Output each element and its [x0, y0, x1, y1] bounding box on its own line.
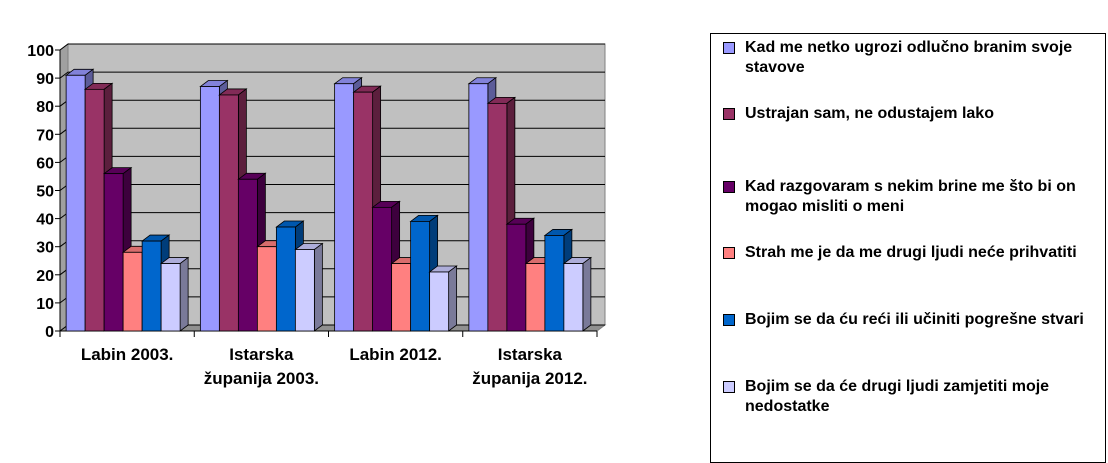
bar	[122, 251, 143, 332]
bar	[410, 221, 431, 332]
y-tick-label: 90	[36, 71, 54, 88]
legend: Kad me netko ugrozi odlučno branim svoje…	[710, 33, 1106, 463]
x-tick-label: Labin 2012.	[349, 345, 442, 364]
legend-item: Bojim se da će drugi ljudi zamjetiti moj…	[723, 377, 1103, 417]
legend-label: Strah me je da me drugi ljudi neće prihv…	[745, 244, 1077, 261]
bar-side	[448, 265, 458, 332]
legend-label: Kad razgovaram s nekim brine me što bi o…	[745, 178, 1076, 215]
legend-label: Ustrajan sam, ne odustajem lako	[745, 105, 994, 122]
bar	[372, 206, 393, 332]
bar	[487, 102, 508, 332]
legend-swatch	[723, 247, 735, 259]
legend-item: Kad me netko ugrozi odlučno branim svoje…	[723, 38, 1103, 78]
bar	[334, 83, 355, 332]
y-tick-label: 60	[36, 155, 54, 172]
legend-item: Ustrajan sam, ne odustajem lako	[723, 104, 1103, 124]
bar	[84, 88, 105, 332]
chart: 0 10 20 30 40 50 60 70 80 90 100	[27, 43, 607, 341]
x-tick-label: Labin 2003.	[80, 345, 174, 364]
bar	[429, 271, 450, 332]
legend-swatch	[723, 181, 735, 193]
bar	[468, 83, 489, 332]
y-tick-label: 20	[36, 268, 54, 285]
y-tick-label: 10	[36, 296, 54, 313]
y-tick-label: 100	[27, 43, 54, 60]
legend-label: Kad me netko ugrozi odlučno branim svoje…	[745, 39, 1073, 76]
y-tick-label: 70	[36, 127, 54, 144]
legend-item: Strah me je da me drugi ljudi neće prihv…	[723, 243, 1103, 263]
bar	[275, 226, 296, 332]
chart-page: {"chart_data": {"type": "bar3d", "catego…	[27, 33, 1106, 463]
bar	[199, 86, 220, 332]
bar	[103, 173, 124, 332]
bar	[160, 263, 181, 332]
legend-item: Bojim se da ću reći ili učiniti pogrešne…	[723, 310, 1103, 330]
page: body { margin: 0; width: 1108px; height:…	[27, 33, 1106, 463]
bar	[525, 263, 546, 332]
legend-swatch	[723, 108, 735, 120]
legend-swatch	[723, 381, 735, 393]
bar	[506, 223, 527, 332]
legend-label: Bojim se da ću reći ili učiniti pogrešne…	[745, 311, 1084, 328]
grid-line	[59, 43, 605, 51]
y-tick-label: 50	[36, 184, 54, 201]
legend-item: Kad razgovaram s nekim brine me što bi o…	[723, 177, 1103, 217]
bar-side	[313, 242, 323, 332]
legend-swatch	[723, 314, 735, 326]
bar	[218, 94, 239, 332]
bar-side	[582, 256, 592, 332]
grid-line	[59, 71, 605, 79]
y-tick-label: 80	[36, 99, 54, 116]
bar	[65, 74, 86, 332]
bar	[141, 240, 162, 332]
x-tick-label: Istarska županija 2003.	[203, 345, 320, 388]
legend-label: Bojim se da će drugi ljudi zamjetiti moj…	[745, 378, 1050, 415]
bar	[563, 263, 584, 332]
bar	[256, 246, 277, 332]
y-tick-label: 30	[36, 240, 54, 257]
y-tick-label: 40	[36, 212, 54, 229]
bar	[544, 235, 565, 332]
bar	[391, 263, 412, 332]
bar	[353, 91, 374, 332]
bar-side	[179, 256, 189, 332]
x-tick-label: Istarska županija 2012.	[472, 345, 588, 388]
y-tick-label: 0	[45, 324, 54, 341]
legend-swatch	[723, 42, 735, 54]
bar	[294, 249, 315, 332]
bar	[237, 178, 258, 332]
